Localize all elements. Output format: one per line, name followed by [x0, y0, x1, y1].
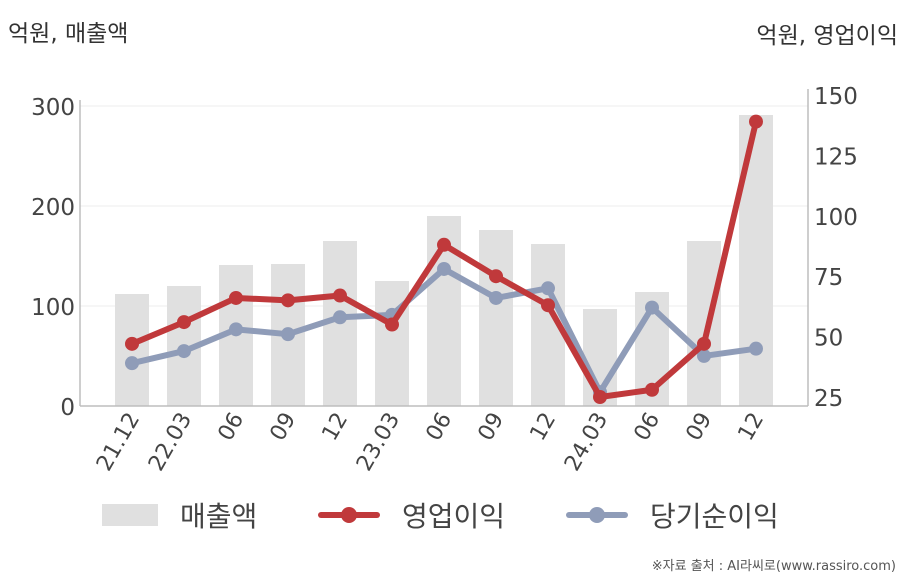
point-operating-profit — [697, 336, 711, 351]
x-tick-label: 23.03 — [352, 409, 405, 476]
point-net-income — [489, 290, 503, 305]
x-tick-label: 06 — [630, 409, 666, 446]
x-tick-label: 09 — [682, 409, 718, 446]
point-operating-profit — [645, 382, 659, 397]
y-left-tick-label: 0 — [60, 395, 75, 421]
point-net-income — [749, 341, 763, 356]
point-net-income — [125, 356, 139, 371]
legend-swatch-operating-profit — [318, 504, 380, 526]
point-operating-profit — [489, 269, 503, 284]
legend-label-revenue: 매출액 — [180, 500, 258, 533]
y-right-tick-label: 150 — [814, 84, 858, 110]
bar-revenue — [479, 230, 513, 406]
y-left-tick-label: 200 — [31, 195, 75, 221]
bar-revenue — [739, 115, 773, 406]
point-net-income — [697, 348, 711, 363]
point-operating-profit — [437, 237, 451, 252]
legend-swatch-bar — [102, 504, 158, 526]
x-tick-label: 12 — [318, 409, 354, 446]
x-tick-label: 12 — [734, 409, 770, 446]
point-net-income — [541, 281, 555, 296]
x-tick-label: 24.03 — [560, 409, 613, 476]
y-left-tick-label: 100 — [31, 295, 75, 321]
point-operating-profit — [385, 317, 399, 332]
point-operating-profit — [541, 298, 555, 313]
x-tick-label: 12 — [526, 409, 562, 446]
x-tick-label: 22.03 — [144, 409, 197, 476]
legend-swatch-net-income — [566, 504, 628, 526]
point-operating-profit — [593, 390, 607, 404]
x-tick-label: 06 — [214, 409, 250, 446]
point-net-income — [645, 300, 659, 315]
point-net-income — [281, 327, 295, 342]
legend-item-revenue: 매출액 — [102, 490, 257, 540]
y-right-tick-label: 100 — [814, 205, 858, 231]
point-net-income — [333, 310, 347, 325]
bar-revenue — [375, 281, 409, 406]
y-right-tick-label: 125 — [814, 144, 858, 170]
x-tick-label: 06 — [422, 409, 458, 446]
y-right-tick-label: 75 — [814, 265, 843, 291]
source-note: ※자료 출처 : AI라씨로(www.rassiro.com) — [651, 559, 896, 574]
legend-label-net-income: 당기순이익 — [650, 500, 779, 533]
bar-revenue — [687, 241, 721, 406]
point-operating-profit — [281, 293, 295, 308]
right-axis-unit: 억원, 영업이익 — [756, 23, 898, 49]
x-tick-label: 09 — [474, 409, 510, 446]
point-operating-profit — [333, 288, 347, 303]
chart-legend: 매출액 영업이익 당기순이익 — [0, 490, 908, 540]
left-axis-unit: 억원, 매출액 — [8, 21, 129, 47]
x-tick-label: 21.12 — [92, 409, 145, 476]
y-right-tick-label: 50 — [814, 326, 843, 352]
point-operating-profit — [229, 290, 243, 305]
point-operating-profit — [177, 315, 191, 330]
y-left-tick-label: 300 — [31, 95, 75, 121]
point-net-income — [437, 261, 451, 276]
point-operating-profit — [749, 114, 763, 129]
legend-item-net-income: 당기순이익 — [566, 490, 779, 540]
point-net-income — [229, 322, 243, 337]
x-tick-label: 09 — [266, 409, 302, 446]
point-net-income — [177, 344, 191, 359]
point-operating-profit — [125, 336, 139, 351]
legend-item-operating-profit: 영업이익 — [318, 490, 505, 540]
y-right-tick-label: 25 — [814, 386, 843, 412]
legend-label-operating-profit: 영업이익 — [402, 500, 506, 533]
